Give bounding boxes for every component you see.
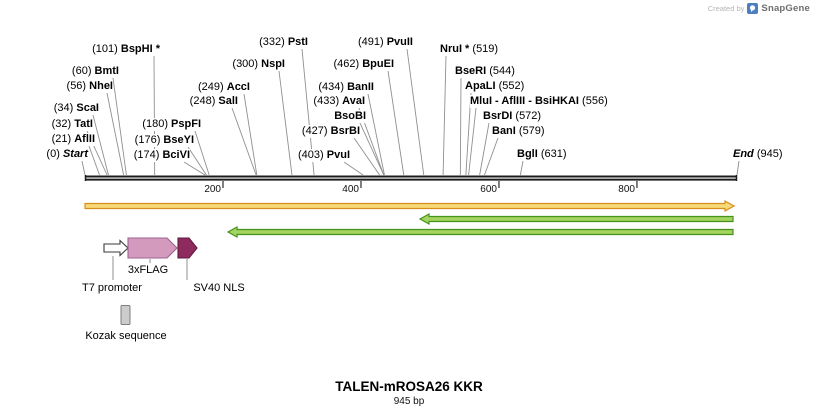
feature-t7-promoter-arrow [103, 239, 129, 257]
site-leader-line [106, 92, 125, 176]
ruler-tick-label: 200 [204, 184, 221, 195]
site-label-bsphi: (101) BspHI * [92, 43, 160, 56]
site-label-banii: (434) BanII [318, 81, 374, 94]
site-leader-line [484, 137, 499, 176]
site-leader-line [81, 160, 86, 176]
site-label-nrui: NruI * (519) [440, 43, 499, 56]
plasmid-length: 945 bp [393, 396, 425, 407]
site-label-avai: (433) AvaI [313, 95, 365, 108]
site-label-bseri: BseRI (544) [455, 65, 515, 78]
site-label-bcivi: (174) BciVI [133, 149, 190, 162]
ruler-tick-label: 600 [480, 184, 497, 195]
site-label-pvui: (403) PvuI [298, 149, 350, 162]
site-leader-line [112, 77, 127, 176]
ruler-tick-label: 800 [618, 184, 635, 195]
site-leader-line [519, 160, 524, 176]
snapgene-credit: Created by SnapGene [708, 3, 810, 14]
site-leader-line [387, 70, 405, 176]
site-leader-line [231, 107, 257, 176]
site-leader-line [479, 122, 490, 176]
reverse-strand-arrow [418, 212, 734, 226]
site-label-scai: (34) ScaI [53, 102, 99, 115]
feature-3xflag-label: 3xFLAG [127, 264, 169, 276]
site-label-bsrdi: BsrDI (572) [483, 110, 542, 123]
site-label-pspfi: (180) PspFI [142, 118, 201, 131]
site-leader-line [468, 107, 477, 176]
site-leader-line [278, 70, 293, 176]
site-leader-line [442, 55, 447, 176]
snapgene-brand: SnapGene [761, 3, 810, 14]
site-leader-line [353, 137, 380, 176]
site-leader-line [736, 160, 740, 176]
site-label-acci: (249) AccI [198, 81, 250, 94]
site-leader-line [88, 145, 100, 176]
site-label-apali: ApaLI (552) [465, 80, 525, 93]
forward-strand-arrow [84, 199, 736, 213]
ruler-tick-label: 400 [342, 184, 359, 195]
site-leader-line [194, 130, 210, 176]
title-block: TALEN-mROSA26 KKR 945 bp [0, 379, 818, 407]
site-label-start: (0) Start [46, 148, 88, 161]
site-label-bani: BanI (579) [492, 125, 545, 138]
site-leader-line [243, 93, 258, 176]
site-label-pvuii: (491) PvuII [357, 36, 413, 49]
feature-kozak-sequence-box [120, 305, 131, 325]
site-label-psti: (332) PstI [259, 36, 308, 49]
site-label-bseyi: (176) BseYI [134, 134, 194, 147]
feature-kozak-sequence-label: Kozak sequence [85, 330, 167, 342]
site-label-bsobi: BsoBI [334, 110, 366, 123]
site-leader-line [367, 93, 385, 176]
snapgene-logo-icon [747, 3, 759, 14]
site-leader-line [343, 161, 364, 176]
feature-sv40-nls-arrow [177, 237, 198, 259]
site-label-tati: (32) TatI [51, 118, 93, 131]
site-label-bgli: BglI (631) [517, 148, 567, 161]
site-leader-line [459, 77, 462, 176]
feature-t7-promoter-label: T7 promoter [82, 282, 142, 294]
site-leader-line [187, 146, 207, 176]
site-leader-line [183, 161, 206, 176]
site-label-bsrbi: (427) BsrBI [301, 125, 360, 138]
site-label-nspi: (300) NspI [232, 58, 285, 71]
site-leader-line [359, 122, 385, 176]
site-label-bmti: (60) BmtI [71, 65, 119, 78]
site-leader-line [406, 48, 425, 176]
site-label-aflii: (21) AflII [51, 133, 95, 146]
reverse-strand-arrow [226, 225, 734, 239]
site-label-nhei: (56) NheI [66, 80, 113, 93]
site-label-sali: (248) SalI [189, 95, 238, 108]
created-by-text: Created by [707, 4, 745, 13]
site-label-end: End (945) [733, 148, 783, 161]
plasmid-title: TALEN-mROSA26 KKR [335, 379, 483, 394]
site-leader-line [92, 114, 109, 176]
feature-3xflag-arrow [127, 237, 178, 259]
site-label-mlui-afliii-bsihkai: MluI - AflIII - BsiHKAI (556) [470, 95, 608, 108]
feature-sv40-nls-label: SV40 NLS [193, 282, 245, 294]
site-label-bpuei: (462) BpuEI [333, 58, 394, 71]
